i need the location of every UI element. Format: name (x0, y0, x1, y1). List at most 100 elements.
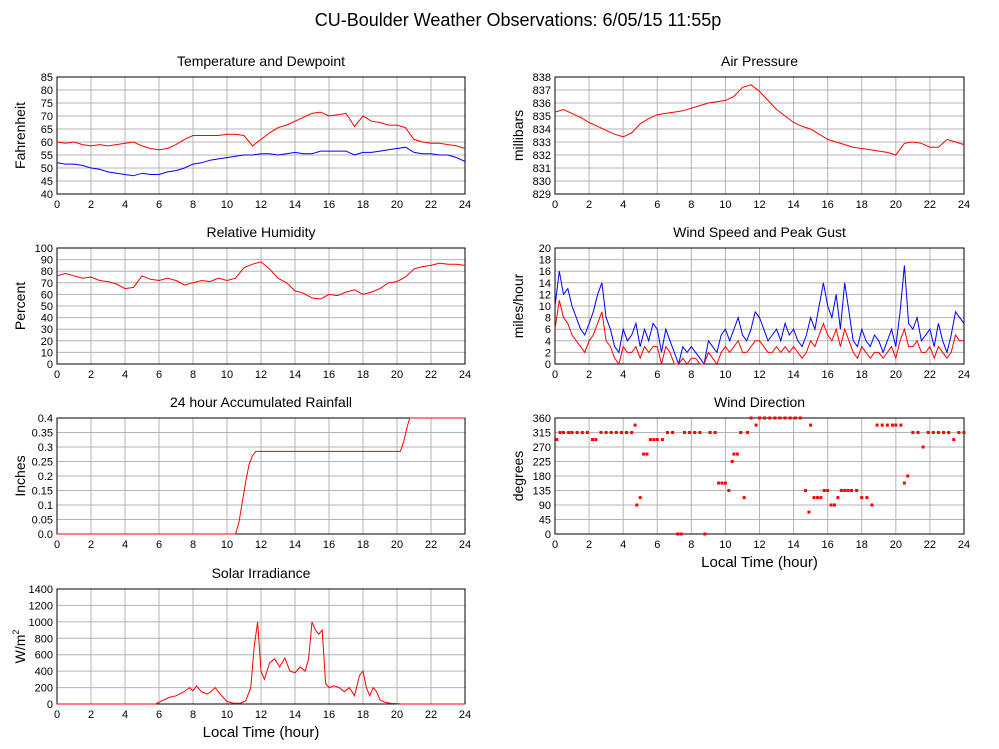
y-tick-label: 400 (35, 666, 53, 678)
y-tick-label: 800 (35, 633, 53, 645)
x-tick-label: 10 (221, 539, 233, 551)
data-point (812, 496, 816, 500)
x-tick-label: 0 (54, 539, 60, 551)
data-point (630, 431, 634, 434)
data-point (713, 431, 717, 434)
plot-frame (56, 417, 466, 535)
x-tick-label: 14 (787, 199, 799, 211)
x-tick-label: 6 (156, 709, 162, 721)
data-point (773, 416, 777, 420)
data-point (911, 431, 915, 434)
y-tick-label: 70 (41, 278, 53, 290)
data-point (957, 431, 961, 434)
y-tick-label: 14 (539, 278, 551, 290)
y-tick-label: 10 (539, 301, 551, 313)
data-point (783, 416, 787, 420)
y-tick-label: 12 (539, 289, 551, 301)
y-axis-label: degrees (510, 451, 526, 502)
y-tick-label: 8 (545, 313, 551, 325)
data-point (555, 438, 559, 442)
plot-frame (554, 76, 965, 195)
y-tick-label: 6 (545, 324, 551, 336)
x-tick-label: 18 (357, 539, 369, 551)
x-tick-label: 22 (924, 199, 936, 211)
x-tick-label: 10 (221, 199, 233, 211)
y-tick-label: 45 (539, 515, 551, 527)
plot-frame (56, 588, 466, 705)
data-point (894, 423, 898, 427)
y-tick-label: 75 (41, 98, 53, 110)
series-line (57, 621, 465, 705)
data-point (826, 489, 830, 492)
x-tick-label: 6 (156, 199, 162, 211)
y-tick-label: 315 (533, 428, 551, 440)
data-point (916, 431, 920, 434)
x-tick-label: 4 (620, 199, 626, 211)
data-point (638, 496, 642, 500)
chart-title: Solar Irradiance (212, 565, 311, 581)
x-tick-label: 4 (122, 709, 128, 721)
x-tick-label: 18 (856, 369, 868, 381)
data-point (703, 532, 707, 536)
x-tick-label: 4 (620, 369, 626, 381)
series-line (554, 265, 965, 366)
series-line (554, 84, 965, 156)
y-tick-label: 1400 (29, 584, 53, 596)
x-tick-label: 14 (787, 369, 799, 381)
data-point (758, 416, 761, 420)
y-tick-label: 836 (533, 98, 551, 110)
data-point (962, 431, 966, 434)
y-tick-label: 55 (41, 150, 53, 162)
data-point (926, 431, 930, 434)
x-tick-label: 20 (391, 199, 403, 211)
data-point (730, 460, 734, 463)
data-point (599, 431, 603, 434)
y-tick-label: 831 (533, 163, 551, 175)
y-tick-label: 830 (533, 176, 551, 188)
x-tick-label: 6 (156, 539, 162, 551)
x-tick-label: 2 (586, 369, 592, 381)
data-point (614, 431, 618, 434)
data-point (633, 423, 637, 427)
data-point (580, 431, 584, 434)
data-point (732, 452, 736, 456)
series-line (554, 300, 964, 366)
x-tick-label: 16 (323, 709, 335, 721)
x-tick-label: 14 (787, 539, 799, 551)
x-tick-label: 2 (88, 199, 94, 211)
x-tick-label: 12 (255, 709, 267, 721)
y-tick-label: 100 (35, 243, 53, 255)
y-axis-label-sup: 2 (11, 630, 21, 635)
data-point (865, 496, 869, 500)
data-point (609, 431, 613, 434)
y-tick-label: 0.3 (38, 442, 53, 454)
x-tick-label: 20 (890, 539, 902, 551)
y-tick-label: 225 (533, 457, 551, 469)
x-tick-label: 8 (688, 199, 694, 211)
y-tick-label: 16 (539, 266, 551, 278)
series-line (56, 146, 466, 177)
data-point (850, 489, 854, 492)
y-tick-label: 0.2 (38, 471, 53, 483)
x-tick-label: 12 (255, 199, 267, 211)
x-tick-label: 6 (654, 539, 660, 551)
data-point (590, 438, 594, 442)
y-tick-label: 45 (41, 176, 53, 188)
data-point (931, 431, 935, 434)
data-point (648, 438, 652, 442)
x-tick-label: 18 (357, 369, 369, 381)
data-point (843, 489, 847, 492)
data-point (885, 423, 889, 427)
y-tick-label: 70 (41, 111, 53, 123)
data-point (890, 423, 894, 427)
y-tick-label: 80 (41, 85, 53, 97)
y-tick-label: 600 (35, 650, 53, 662)
data-point (798, 416, 802, 420)
x-tick-label: 10 (719, 539, 731, 551)
y-tick-label: 0.25 (32, 457, 53, 469)
y-tick-label: 50 (41, 163, 53, 175)
y-tick-label: 20 (41, 336, 53, 348)
y-tick-label: 360 (533, 413, 551, 425)
